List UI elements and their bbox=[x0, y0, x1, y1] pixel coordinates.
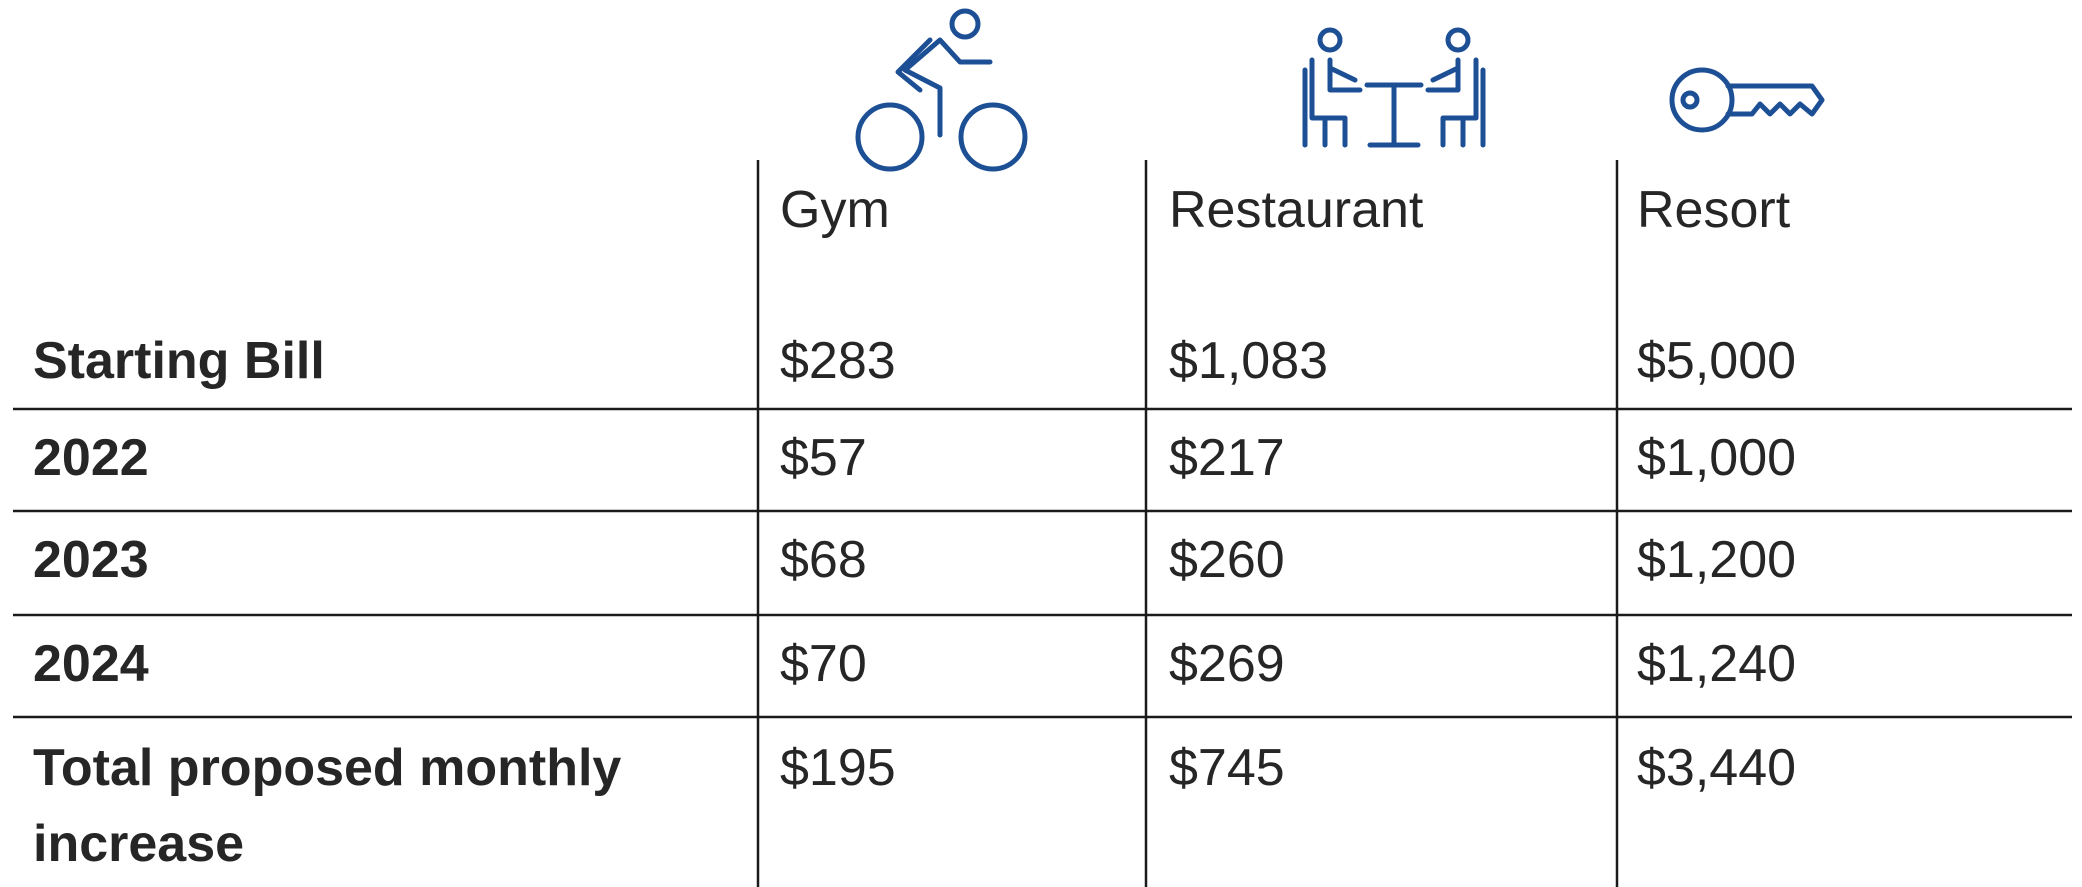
cell: $1,200 bbox=[1637, 531, 1797, 589]
cell: $260 bbox=[1169, 531, 1285, 589]
cell: $745 bbox=[1169, 739, 1285, 797]
bike-icon bbox=[855, 8, 1028, 172]
cell: $269 bbox=[1169, 635, 1285, 693]
row-label: 2024 bbox=[33, 635, 149, 693]
restaurant-icon bbox=[1302, 27, 1486, 148]
cell: $70 bbox=[780, 635, 867, 693]
cell: $1,240 bbox=[1637, 635, 1797, 693]
rules bbox=[13, 160, 2072, 887]
row-label: Total proposed monthly increase bbox=[33, 739, 622, 873]
cell: $5,000 bbox=[1637, 332, 1797, 390]
column-header: Restaurant bbox=[1169, 181, 1424, 239]
cell: $283 bbox=[780, 332, 896, 390]
cell: $217 bbox=[1169, 429, 1285, 487]
cell: $1,083 bbox=[1169, 332, 1329, 390]
cell: $3,440 bbox=[1637, 739, 1797, 797]
column-header: Resort bbox=[1637, 181, 1791, 239]
row-label: 2023 bbox=[33, 531, 149, 589]
row-label: 2022 bbox=[33, 429, 149, 487]
row-label: Starting Bill bbox=[33, 332, 325, 390]
column-header: Gym bbox=[780, 181, 890, 239]
cell: $57 bbox=[780, 429, 867, 487]
cell: $68 bbox=[780, 531, 867, 589]
cell: $1,000 bbox=[1637, 429, 1797, 487]
cell: $195 bbox=[780, 739, 896, 797]
key-icon bbox=[1669, 67, 1825, 133]
